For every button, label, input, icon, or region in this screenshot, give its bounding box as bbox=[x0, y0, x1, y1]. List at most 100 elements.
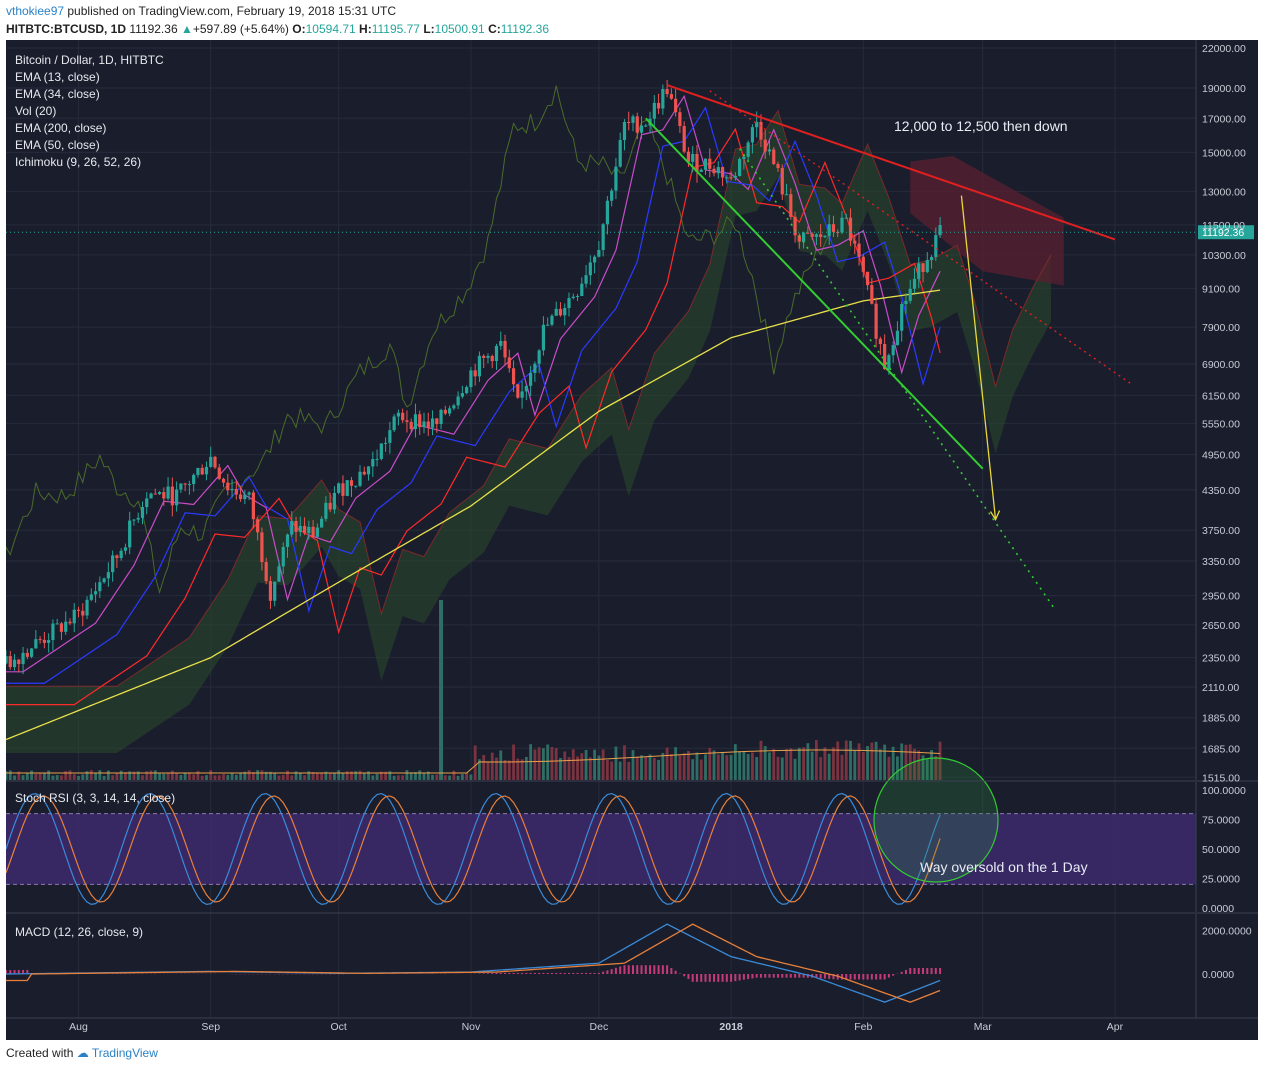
candle-body bbox=[929, 256, 934, 261]
candle-body bbox=[848, 217, 853, 241]
candle-body bbox=[819, 234, 823, 238]
created-with-label: Created with bbox=[6, 1046, 74, 1060]
volume-bar bbox=[64, 771, 68, 780]
candle-body bbox=[460, 393, 464, 397]
macd-histogram-bar bbox=[627, 965, 630, 974]
candle-body bbox=[132, 519, 136, 521]
macd-histogram-bar bbox=[755, 974, 758, 978]
volume-bar bbox=[576, 756, 579, 780]
macd-histogram-bar bbox=[695, 974, 698, 982]
volume-bar bbox=[145, 771, 149, 780]
candle-body bbox=[763, 139, 767, 152]
ema-lines bbox=[5, 94, 941, 741]
volume-bar bbox=[827, 753, 831, 780]
volume-bar bbox=[209, 770, 213, 780]
volume-bar bbox=[243, 771, 247, 780]
volume-bar bbox=[290, 775, 294, 780]
volume-bar bbox=[448, 775, 451, 780]
macd-histogram-bar bbox=[516, 972, 519, 974]
candle-body bbox=[784, 194, 789, 196]
chart-svg[interactable]: 12,000 to 12,500 then down 11192.36 100.0… bbox=[0, 40, 1258, 1040]
candle-body bbox=[738, 158, 742, 177]
candle-body bbox=[192, 474, 196, 485]
high-label: H: bbox=[359, 22, 372, 36]
volume-bar bbox=[687, 750, 690, 780]
macd-histogram-bar bbox=[542, 972, 545, 974]
candle-body bbox=[405, 420, 409, 422]
volume-bar bbox=[486, 761, 490, 780]
oversold-highlight-circle bbox=[873, 757, 999, 883]
volume-bar bbox=[785, 749, 788, 780]
candle-body bbox=[64, 621, 68, 632]
volume-bar bbox=[503, 759, 507, 780]
volume-bar bbox=[584, 749, 588, 780]
macd-histogram-bar bbox=[495, 972, 498, 974]
volume-bar bbox=[397, 775, 400, 780]
macd-tick: 2000.0000 bbox=[1202, 926, 1252, 938]
volume-bar bbox=[426, 771, 430, 780]
macd-histogram-bar bbox=[832, 974, 835, 980]
macd-histogram-bar bbox=[5, 970, 7, 974]
ema200-line bbox=[5, 289, 941, 741]
macd-histogram-bar bbox=[845, 974, 848, 980]
macd-histogram-bar bbox=[550, 972, 553, 974]
y-tick-label: 2110.00 bbox=[1202, 682, 1239, 694]
volume-bar bbox=[571, 749, 575, 780]
tradingview-cloud-icon[interactable]: ☁ bbox=[76, 1046, 89, 1060]
macd-histogram-bar bbox=[798, 974, 801, 978]
author-link[interactable]: vthokiee97 bbox=[6, 4, 65, 18]
candlesticks[interactable] bbox=[4, 80, 942, 675]
candle-body bbox=[759, 121, 763, 140]
volume-bar bbox=[832, 747, 835, 780]
x-tick-label: Apr bbox=[1107, 1021, 1124, 1033]
candle-body bbox=[503, 340, 507, 358]
volume-bar bbox=[333, 773, 336, 780]
tradingview-link[interactable]: TradingView bbox=[91, 1046, 158, 1060]
volume-bar bbox=[452, 770, 456, 780]
volume-bar bbox=[746, 754, 750, 780]
candle-body bbox=[443, 409, 447, 414]
volume-bar bbox=[81, 774, 85, 780]
candle-body bbox=[699, 169, 703, 172]
volume-bar bbox=[311, 772, 315, 780]
macd-histogram-bar bbox=[9, 970, 12, 974]
candle-body bbox=[853, 240, 857, 244]
macd-histogram-bar bbox=[644, 965, 647, 974]
volume-bar bbox=[665, 747, 669, 780]
footer: Created with ☁ TradingView bbox=[6, 1046, 158, 1060]
volume-bar bbox=[934, 755, 938, 780]
volume-bar bbox=[25, 772, 29, 780]
candle-body bbox=[55, 623, 59, 625]
volume-bar bbox=[623, 745, 626, 780]
macd-histogram-bar bbox=[597, 972, 600, 974]
candle-body bbox=[302, 525, 307, 534]
macd-histogram-bar bbox=[840, 974, 843, 980]
macd-histogram-bar bbox=[589, 972, 592, 974]
volume-bar bbox=[55, 775, 59, 780]
candle-body bbox=[268, 581, 273, 601]
chart-area[interactable]: 12,000 to 12,500 then down 11192.36 100.0… bbox=[0, 40, 1258, 1040]
volume-bar bbox=[495, 757, 498, 780]
candle-body bbox=[396, 412, 401, 417]
candle-body bbox=[874, 303, 878, 339]
candle-body bbox=[912, 278, 917, 289]
candle-body bbox=[652, 102, 656, 119]
candle-body bbox=[797, 235, 801, 242]
candle-body bbox=[529, 372, 533, 386]
candle-body bbox=[917, 263, 921, 279]
volume-bar bbox=[422, 772, 426, 780]
candle-body bbox=[682, 126, 686, 152]
volume-bar bbox=[716, 754, 720, 780]
candle-body bbox=[840, 217, 844, 233]
candle-body bbox=[384, 442, 388, 444]
volume-bar bbox=[443, 775, 447, 780]
x-tick-label: Feb bbox=[854, 1021, 872, 1033]
volume-bar bbox=[401, 775, 405, 780]
volume-bar bbox=[793, 758, 797, 780]
candle-body bbox=[42, 639, 46, 643]
candle-body bbox=[341, 483, 345, 496]
volume-bar bbox=[542, 748, 545, 780]
candle-body bbox=[324, 502, 328, 519]
candle-body bbox=[106, 572, 110, 579]
kumo-cloud-red bbox=[910, 156, 1064, 286]
